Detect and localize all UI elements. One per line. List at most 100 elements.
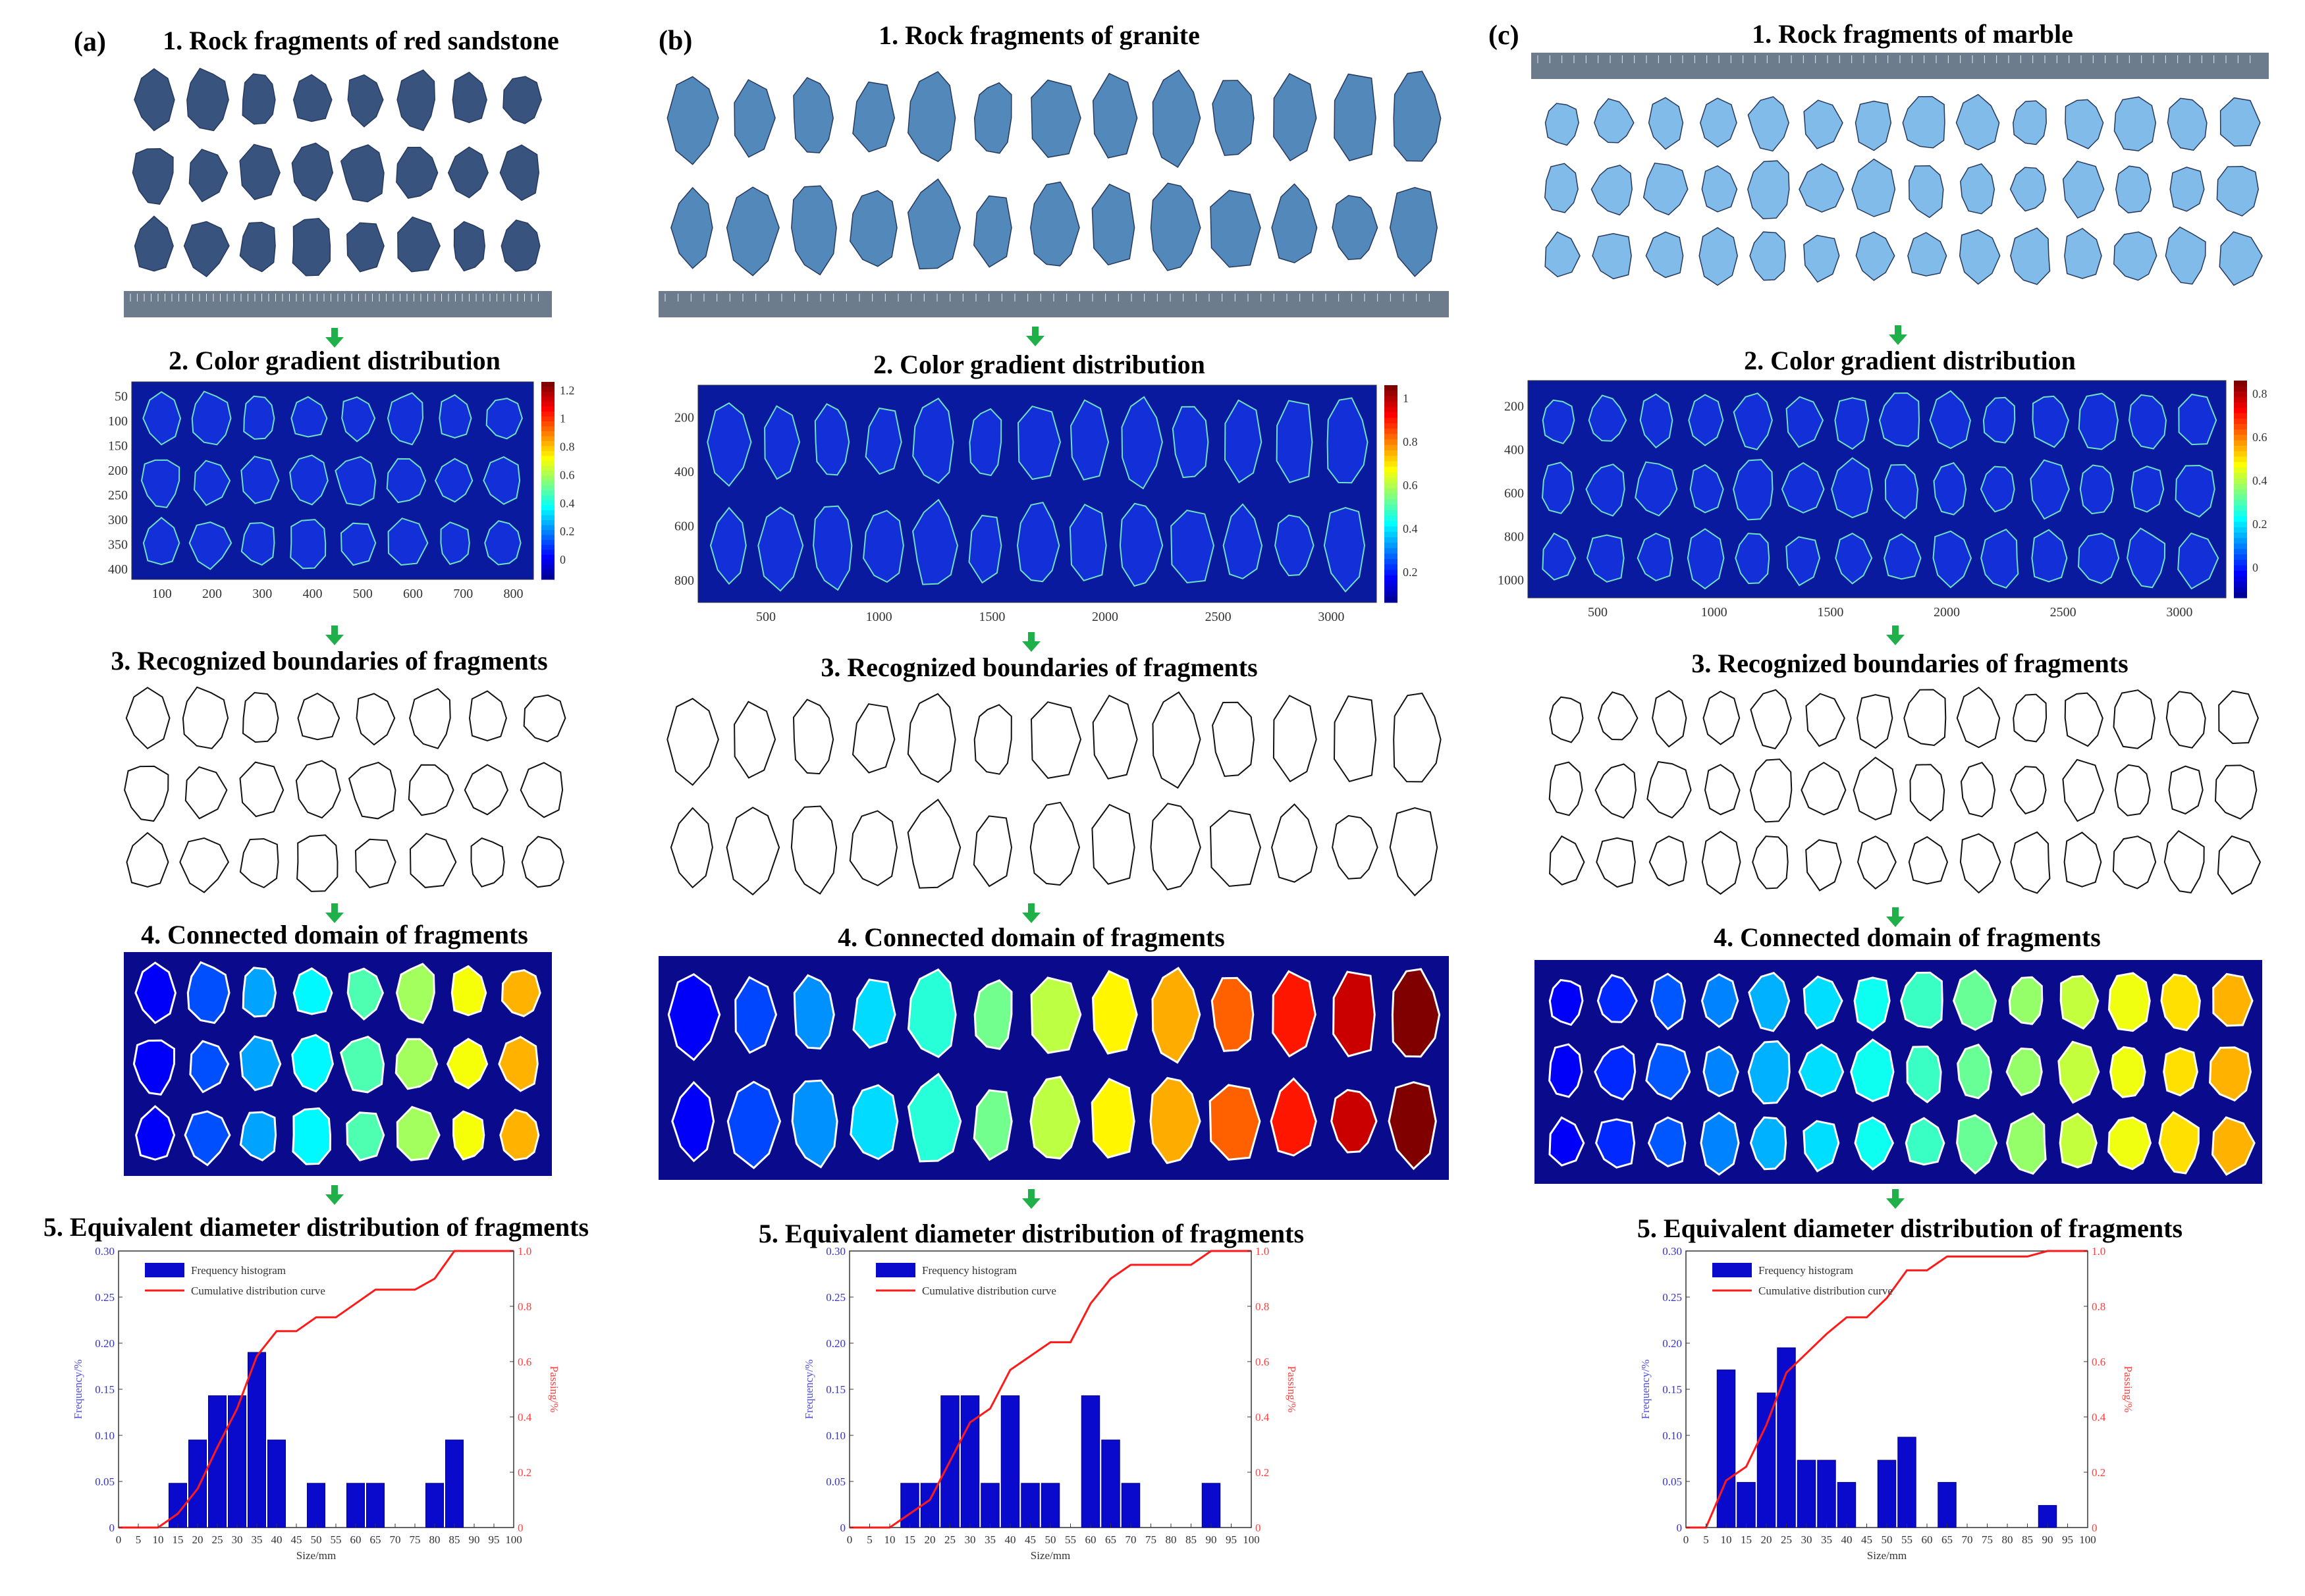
fragment-boundary: [1030, 701, 1082, 779]
x-tick-label: 35: [252, 1533, 263, 1546]
rock-fragment: [1851, 158, 1896, 217]
fragment-domain: [1330, 1088, 1378, 1154]
fragment-boundary: [182, 686, 229, 749]
rock-fragment: [1803, 99, 1843, 149]
step4-title: 4. Connected domain of fragments: [1714, 922, 2101, 952]
histogram-bar: [346, 1483, 365, 1528]
rock-fragment: [447, 146, 489, 199]
fragment-boundary: [239, 761, 285, 818]
x-tick-label: 800: [504, 587, 524, 601]
x-tick-label: 70: [390, 1533, 401, 1546]
colorbar-segment: [2234, 451, 2247, 457]
colorbar-tick: 0.6: [1403, 479, 1418, 492]
x-tick-label: 80: [2002, 1533, 2013, 1546]
y2-tick-label: 0.4: [518, 1411, 532, 1423]
rock-fragment: [1799, 163, 1845, 213]
x-tick-label: 2000: [1092, 610, 1118, 624]
colorbar-segment: [1384, 407, 1397, 413]
gradient-fragment: [1121, 396, 1163, 490]
legend-label: Frequency histogram: [191, 1264, 286, 1277]
x-tick-label: 85: [449, 1533, 460, 1546]
gradient-fragment: [1119, 502, 1164, 587]
y2-tick-label: 0.6: [1255, 1356, 1269, 1368]
gradient-map-image: 1.2 1 0.8 0.6 0.4 0.2 0 100 200 300 400 500 600 700 80…: [108, 381, 575, 601]
colorbar-segment: [541, 382, 555, 387]
gradient-fragment: [1781, 462, 1825, 514]
rock-fragment: [2009, 167, 2047, 212]
colorbar-segment: [541, 406, 555, 412]
x-tick-label: 90: [1206, 1533, 1217, 1546]
fragment-boundary: [734, 701, 776, 779]
colorbar-segment: [1384, 450, 1397, 456]
fragment-boundary: [907, 798, 962, 889]
colorbar-tick: 0.2: [1403, 566, 1418, 579]
gradient-fragment: [1637, 532, 1673, 581]
rock-fragment: [188, 148, 229, 203]
gradient-fragment: [2032, 395, 2069, 448]
rock-fragment: [183, 221, 230, 278]
x-tick-label: 75: [1982, 1533, 1993, 1546]
gradient-fragment: [188, 521, 232, 570]
fragment-boundary: [470, 837, 505, 888]
fragment-domain: [1700, 1111, 1740, 1176]
connected-domain-map: [1534, 960, 2262, 1184]
gradient-fragment: [240, 521, 275, 566]
fragment-domain: [1596, 974, 1638, 1023]
x-tick-label: 50: [1045, 1533, 1056, 1546]
histogram-bar: [1101, 1439, 1120, 1528]
fragment-boundary: [1596, 837, 1636, 888]
x-tick-label: 30: [965, 1533, 976, 1546]
x-tick-label: 85: [1185, 1533, 1197, 1546]
fragment-boundary: [348, 762, 396, 820]
fragment-domain: [501, 969, 541, 1017]
fragment-boundary: [126, 832, 169, 888]
fragment-domain: [1803, 975, 1843, 1030]
fragment-boundary: [409, 688, 451, 749]
colorbar-segment: [2234, 527, 2247, 533]
fragment-boundary: [1959, 833, 2001, 894]
colorbar-tick: 0.4: [2252, 474, 2267, 487]
fragment-boundary: [1333, 695, 1377, 783]
gradient-fragment: [1542, 399, 1575, 444]
fragment-domain: [340, 1035, 385, 1094]
x-tick-label: 5: [867, 1533, 873, 1546]
gradient-fragment: [2128, 394, 2167, 450]
fragment-domain: [734, 976, 778, 1054]
rock-fragment: [1747, 96, 1789, 152]
fragment-boundary: [1150, 803, 1201, 891]
y-tick-label: 100: [108, 414, 128, 429]
rock-fragment: [132, 148, 174, 205]
rock-fragment: [1908, 165, 1944, 219]
fragment-boundary: [356, 693, 396, 746]
gradient-fragment: [439, 394, 472, 439]
fragment-domain: [446, 1038, 489, 1090]
colorbar-segment: [2234, 413, 2247, 419]
colorbar-segment: [1384, 564, 1397, 570]
x-tick-label: 500: [1588, 605, 1608, 620]
histogram-bar: [425, 1483, 444, 1528]
legend-label: Cumulative distribution curve: [191, 1285, 325, 1297]
colorbar-segment: [1384, 461, 1397, 467]
gradient-fragment: [2175, 464, 2215, 518]
step5-title: 5. Equivalent diameter distribution of f…: [1637, 1213, 2183, 1243]
rock-fragment: [908, 71, 956, 163]
fragment-boundary: [1091, 803, 1135, 885]
fragment-boundary: [354, 838, 396, 889]
colorbar-segment: [541, 451, 555, 456]
colorbar-segment: [541, 421, 555, 427]
gradient-field: [1527, 380, 2227, 598]
x-tick-label: 20: [1761, 1533, 1772, 1546]
y-tick-label: 350: [108, 538, 128, 552]
y-tick-label: 0: [840, 1522, 846, 1534]
gradient-fragment: [1069, 503, 1107, 581]
rock-fragment: [1091, 183, 1135, 266]
fragment-domain: [394, 1038, 439, 1090]
y2-tick-label: 0: [518, 1522, 524, 1534]
fragment-domain: [1956, 1114, 1998, 1175]
colorbar-segment: [1384, 472, 1397, 478]
histogram-bar: [1081, 1395, 1100, 1528]
histogram-bar: [960, 1395, 980, 1528]
rock-fragment: [2064, 228, 2102, 279]
x-tick-label: 0: [116, 1533, 122, 1546]
gradient-fragment: [191, 390, 232, 446]
